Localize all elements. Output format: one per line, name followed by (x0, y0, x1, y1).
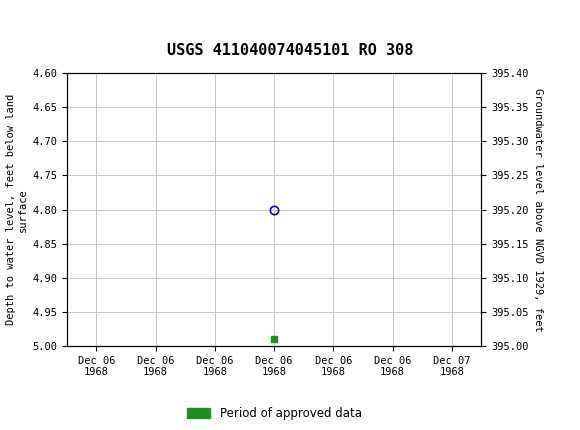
Text: ≡: ≡ (6, 8, 29, 36)
Y-axis label: Depth to water level, feet below land
surface: Depth to water level, feet below land su… (6, 94, 28, 325)
Text: USGS: USGS (32, 12, 96, 32)
Legend: Period of approved data: Period of approved data (182, 402, 367, 425)
Y-axis label: Groundwater level above NGVD 1929, feet: Groundwater level above NGVD 1929, feet (533, 88, 543, 332)
Text: USGS 411040074045101 RO 308: USGS 411040074045101 RO 308 (167, 43, 413, 58)
